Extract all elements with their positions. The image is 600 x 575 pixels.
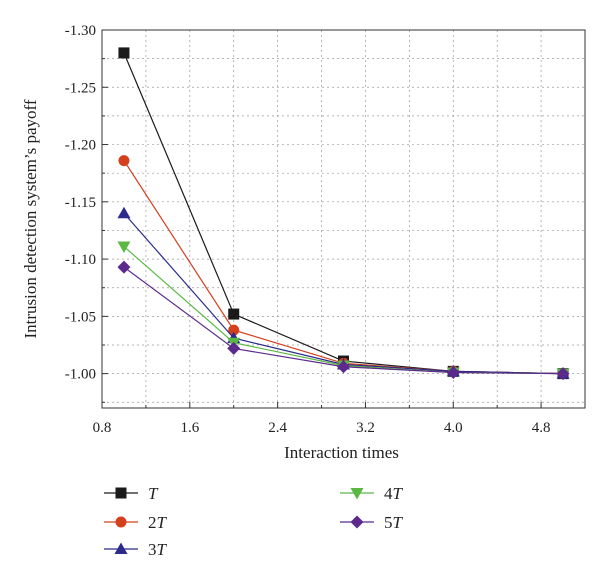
x-axis-title: Interaction times <box>284 443 399 462</box>
legend-label-variable: T <box>393 513 404 532</box>
legend-label-prefix: 4 <box>384 484 393 503</box>
x-tick-label: 4.8 <box>532 420 551 436</box>
x-tick-label: 2.4 <box>268 420 287 436</box>
legend-label-variable: T <box>157 540 168 559</box>
legend-label: 2T <box>148 513 168 532</box>
y-tick-label: -1.25 <box>65 80 96 96</box>
legend-label-variable: T <box>148 484 159 503</box>
legend-item-3T: 3T <box>104 540 168 559</box>
x-tick-label: 1.6 <box>180 420 199 436</box>
data-point <box>117 241 131 253</box>
data-point <box>118 155 130 167</box>
series-5T <box>117 260 570 381</box>
series-3T <box>117 206 570 379</box>
legend-label: 5T <box>384 513 404 532</box>
legend-label-prefix: 3 <box>148 540 157 559</box>
data-point <box>556 367 570 381</box>
legend-marker <box>115 516 127 528</box>
y-tick-label: -1.30 <box>65 23 96 39</box>
legend-marker <box>350 488 364 500</box>
legend-item-5T: 5T <box>340 513 404 532</box>
legend-label: 3T <box>148 540 168 559</box>
legend-label-prefix: 5 <box>384 513 393 532</box>
data-point <box>228 324 240 336</box>
legend-label-variable: T <box>157 513 168 532</box>
data-point <box>117 206 131 219</box>
x-tick-label: 0.8 <box>93 420 112 436</box>
legend-label-prefix: 2 <box>148 513 157 532</box>
legend-label-variable: T <box>393 484 404 503</box>
y-tick-label: -1.10 <box>65 252 96 268</box>
y-axis-title: Intrusion detection system’s payoff <box>21 99 40 338</box>
legend-marker <box>350 515 364 529</box>
y-tick-label: -1.20 <box>65 138 96 154</box>
data-point <box>117 260 131 274</box>
x-tick-label: 3.2 <box>356 420 375 436</box>
series-line <box>123 212 564 375</box>
series-2T <box>118 155 569 380</box>
legend-label: T <box>148 484 159 503</box>
series-T <box>118 47 569 380</box>
series-group <box>117 47 570 381</box>
plot-frame <box>101 29 586 409</box>
axes: 0.8 1.6 2.4 3.2 4.0 4.8 -1.30 -1.25 -1.20 -1.15 -1… <box>21 23 586 462</box>
y-tick-label: -1.15 <box>65 195 96 211</box>
data-point <box>118 47 130 59</box>
y-tick-label: -1.05 <box>65 309 96 325</box>
data-point <box>227 341 241 355</box>
legend-item-4T: 4T <box>340 484 404 503</box>
grid <box>102 30 585 408</box>
legend-item-T: T <box>104 484 159 503</box>
data-point <box>446 365 460 379</box>
legend-item-2T: 2T <box>104 513 168 532</box>
legend-marker <box>115 487 127 499</box>
legend-marker <box>114 542 128 554</box>
legend-label: 4T <box>384 484 404 503</box>
x-tick-label: 4.0 <box>444 420 463 436</box>
data-point <box>337 360 350 374</box>
y-tick-label: -1.00 <box>65 367 96 383</box>
data-point <box>228 308 240 320</box>
